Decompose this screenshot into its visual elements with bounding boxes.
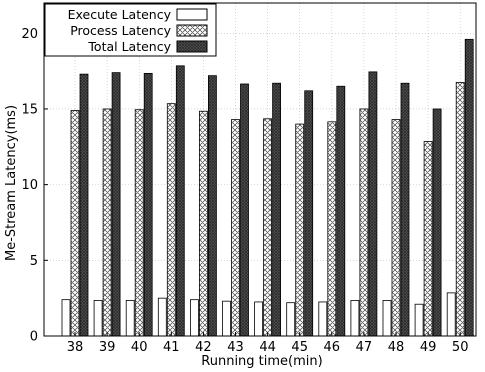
axes [43,2,477,337]
bar-execute [446,292,456,337]
legend-label-total: Total Latency [87,39,171,54]
legend-label-execute: Execute Latency [68,7,172,22]
bar-total [79,73,89,337]
bar-process [327,121,337,337]
bar-total [111,72,121,337]
x-tick-label: 46 [324,340,341,355]
legend-swatch-process [176,24,208,37]
bar-execute [254,301,264,337]
bar-total [272,82,282,337]
bar-execute [350,300,360,337]
bar-execute [157,297,167,337]
bar-process [102,108,112,337]
bar-total [336,85,346,337]
x-tick-label: 44 [259,340,276,355]
y-tick-label: 15 [21,102,38,117]
bar-total [304,90,314,337]
plot-frame [43,2,477,337]
bar-process [455,82,465,337]
bar-execute [414,303,424,337]
bar-total [207,75,217,337]
bars [61,38,474,337]
bar-execute [382,300,392,337]
bar-total [143,72,153,337]
tick-labels: 0 5 10 15 20 38 39 40 41 42 43 44 45 46 47 48 49 50 [21,27,468,355]
bar-process [134,109,144,337]
x-tick-label: 42 [195,340,212,355]
bar-total [175,65,185,337]
x-axis-title: Running time(min) [201,354,322,369]
bar-execute [61,299,71,337]
bar-process [391,119,401,337]
legend-swatch-total [176,40,208,53]
bar-execute [318,301,328,337]
x-tick-label: 48 [388,340,405,355]
x-tick-label: 39 [99,340,116,355]
bar-execute [286,302,296,337]
bar-process [166,103,176,337]
legend: Execute Latency Process Latency Total La… [44,3,217,57]
bar-process [295,123,305,337]
bar-process [198,110,208,337]
y-tick-label: 5 [30,254,38,269]
bar-total [432,108,442,337]
x-tick-label: 38 [67,340,84,355]
bar-total [368,71,378,337]
bar-execute [125,300,135,337]
y-tick-label: 0 [30,330,38,345]
bar-process [423,141,433,337]
y-axis-title: Me-Stream Latency(ms) [4,105,19,261]
bar-execute [93,300,103,337]
bar-execute [222,300,231,337]
bar-total [400,82,410,337]
legend-label-process: Process Latency [70,23,171,38]
x-tick-label: 40 [131,340,148,355]
bar-process [70,110,80,337]
x-tick-label: 50 [452,340,469,355]
bar-process [231,119,240,337]
y-tick-label: 10 [21,178,38,193]
x-tick-label: 47 [356,340,373,355]
bar-execute [189,299,199,337]
bar-total [464,38,474,337]
bar-total [240,83,249,337]
y-tick-label: 20 [21,27,38,42]
x-tick-label: 43 [227,340,244,355]
bar-process [263,118,273,337]
x-tick-label: 45 [291,340,308,355]
x-tick-label: 41 [163,340,180,355]
x-tick-label: 49 [420,340,437,355]
legend-swatch-execute [176,8,208,21]
bar-process [359,108,369,337]
